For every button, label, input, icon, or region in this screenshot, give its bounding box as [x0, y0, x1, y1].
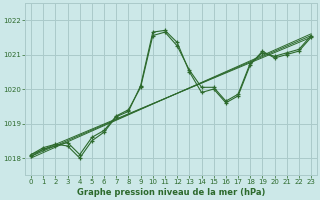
X-axis label: Graphe pression niveau de la mer (hPa): Graphe pression niveau de la mer (hPa) [77, 188, 265, 197]
